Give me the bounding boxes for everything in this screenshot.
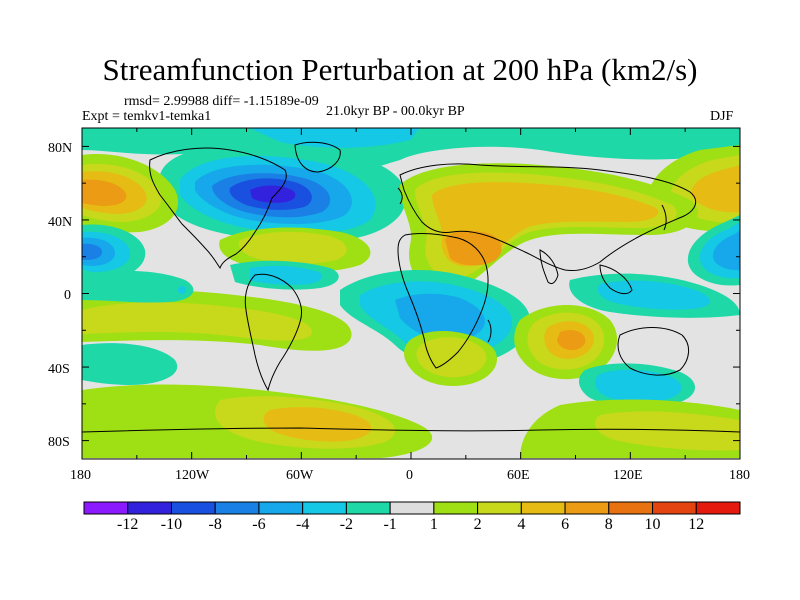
colorbar-label: 10 [644,516,661,533]
lon-tick-label: 180 [729,468,750,483]
contour-npac-west-plus6 [82,179,127,206]
colorbar-label: -10 [160,516,183,533]
contour-arctic-band [82,128,740,180]
coast-uk [397,187,403,205]
colorbar-label: 1 [429,516,438,533]
colorbar-label: -1 [383,516,397,533]
contour-natl-minus10 [250,185,296,203]
contour-eurasia-plus6 [445,230,502,266]
contour-southern-east-plus2 [595,411,740,451]
lon-tick-label: 60W [286,468,314,483]
map-ticks [81,128,741,459]
stats-text: rmsd= 2.99988 diff= -1.15189e-09 [124,94,319,109]
colorbar-label: 8 [604,516,613,533]
colorbar-box [433,501,479,515]
contour-arctic-dark [250,128,420,148]
colorbar-label: 12 [688,516,705,533]
contour-africa-minus4 [395,293,485,341]
contour-sio-low-minus2 [594,369,682,403]
colorbar-box [695,501,741,515]
contour-npac-east-plus4 [691,165,740,213]
contour-field [82,128,740,459]
contour-trop-pac-minus1 [82,270,194,303]
contour-epac-minus6 [82,243,102,260]
colorbar-label: -6 [252,516,266,533]
lon-tick-label: 60E [507,468,530,483]
lat-tick-label: 80N [48,141,73,156]
contour-indo-minus2 [597,280,711,310]
coast-north-america [149,147,287,270]
colorbar-label: -12 [117,516,139,533]
contour-sio-plus6 [557,330,586,350]
colorbar-box [127,501,172,515]
contour-southern-plus4 [263,407,372,442]
colorbar-label: -4 [295,516,310,533]
contour-subtrop-atl-plus2 [238,231,347,264]
colorbar-box [345,501,391,515]
lon-tick-label: 180 [70,468,91,483]
lat-tick-label: 40N [48,215,73,230]
season-label: DJF [710,109,734,124]
colorbar-box [302,501,347,515]
colorbar-box [477,501,522,515]
contour-spac-minus1 [82,343,178,385]
coast-antarctica [82,427,740,433]
lat-tick-label: 0 [64,288,71,303]
contour-trop-band-plus2 [82,302,312,341]
coast-madagascar [487,319,492,343]
colorbar [83,501,741,515]
contour-small-low-core [178,286,186,294]
lat-tick-label: 40S [48,362,70,377]
colorbar-box [608,501,654,515]
coast-australia [617,327,689,376]
contour-wpac-minus4 [712,230,740,271]
colorbar-box [258,501,304,515]
coast-india [539,249,559,285]
colorbar-label: 2 [473,516,482,533]
colorbar-box [652,501,697,515]
coast-southeast-asia [599,264,633,295]
colorbar-box [214,501,260,515]
colorbar-label: 4 [517,516,526,533]
coast-greenland [294,141,341,173]
lon-tick-label: 0 [406,468,413,483]
colorbar-box [564,501,610,515]
colorbar-box [170,501,216,515]
colorbar-box [520,501,566,515]
lon-tick-label: 120W [175,468,210,483]
colorbar-label: 6 [561,516,570,533]
period-label: 21.0kyr BP - 00.0kyr BP [326,104,465,119]
coast-south-america [244,273,303,392]
colorbar-box [83,501,129,515]
experiment-label: Expt = temkv1-temka1 [82,109,212,124]
coastlines [82,141,740,433]
colorbar-label: -2 [339,516,354,533]
colorbar-box [389,501,435,515]
coast-africa [397,233,489,369]
contour-satl-plus2 [416,337,487,378]
colorbar-label: -8 [208,516,222,533]
lon-tick-label: 120E [613,468,643,483]
figure-title: Streamfunction Perturbation at 200 hPa (… [102,52,698,87]
lat-tick-label: 80S [48,435,70,450]
coast-eurasia [399,163,697,271]
coast-japan [661,204,667,231]
contour-trop-atl-minus2 [250,265,323,285]
